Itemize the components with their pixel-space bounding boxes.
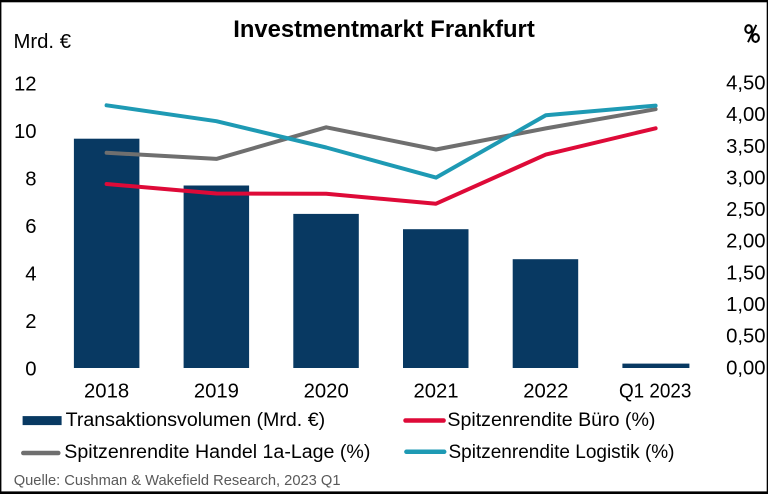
svg-text:6: 6: [25, 216, 36, 238]
svg-text:3,50: 3,50: [726, 136, 765, 158]
svg-text:2019: 2019: [194, 380, 239, 402]
svg-text:2021: 2021: [413, 380, 458, 402]
svg-text:10: 10: [14, 121, 37, 143]
svg-text:Spitzenrendite Handel 1a-Lage: Spitzenrendite Handel 1a-Lage (%): [64, 441, 370, 463]
svg-text:0,00: 0,00: [726, 357, 765, 379]
svg-text:4,00: 4,00: [726, 104, 765, 126]
svg-text:0,50: 0,50: [726, 326, 765, 348]
svg-text:3,00: 3,00: [726, 167, 765, 189]
svg-text:Mrd. €: Mrd. €: [14, 31, 71, 53]
svg-text:Spitzenrendite Logistik (%): Spitzenrendite Logistik (%): [449, 441, 675, 463]
svg-text:Quelle: Cushman & Wakefield Re: Quelle: Cushman & Wakefield Research, 20…: [14, 473, 341, 489]
svg-text:2,50: 2,50: [726, 199, 765, 221]
svg-text:4,50: 4,50: [726, 73, 765, 95]
svg-text:Investmentmarkt Frankfurt: Investmentmarkt Frankfurt: [233, 16, 535, 43]
svg-text:2,00: 2,00: [726, 231, 765, 253]
svg-text:1,00: 1,00: [726, 294, 765, 316]
svg-text:12: 12: [14, 73, 37, 95]
svg-text:2: 2: [25, 311, 36, 333]
svg-text:1,50: 1,50: [726, 262, 765, 284]
svg-text:2022: 2022: [523, 380, 568, 402]
svg-text:4: 4: [25, 263, 36, 285]
svg-text:0: 0: [25, 359, 36, 381]
svg-text:2018: 2018: [84, 380, 129, 402]
svg-text:Transaktionsvolumen (Mrd. €): Transaktionsvolumen (Mrd. €): [66, 409, 326, 431]
svg-text:2020: 2020: [304, 380, 349, 402]
svg-text:Spitzenrendite Büro (%): Spitzenrendite Büro (%): [447, 409, 655, 431]
svg-text:Q1 2023: Q1 2023: [619, 380, 692, 402]
svg-text:8: 8: [25, 168, 36, 190]
